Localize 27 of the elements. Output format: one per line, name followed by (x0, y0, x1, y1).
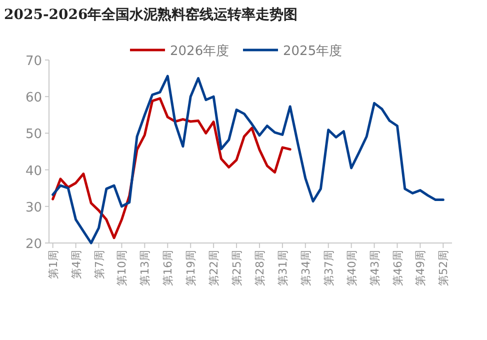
x-tick-label: 第46周 (391, 250, 404, 286)
y-tick-label: 40 (25, 164, 42, 179)
y-tick-label: 50 (25, 127, 42, 142)
y-tick-label: 60 (25, 90, 42, 106)
y-tick-label: 20 (25, 237, 42, 252)
x-tick-label: 第4周 (70, 250, 83, 279)
x-tick-label: 第16周 (162, 250, 175, 286)
x-tick-label: 第13周 (138, 250, 152, 286)
x-tick-label: 第28周 (253, 250, 266, 286)
x-tick-label: 第31周 (276, 250, 290, 286)
legend-label: 2026年度 (170, 43, 230, 59)
y-tick-label: 30 (25, 200, 42, 216)
legend-label: 2025年度 (283, 43, 342, 59)
x-tick-label: 第19周 (184, 250, 198, 286)
x-tick-label: 第40周 (345, 250, 358, 286)
x-tick-label: 第52周 (437, 250, 450, 286)
x-tick-label: 第49周 (414, 250, 428, 286)
x-tick-label: 第34周 (299, 250, 312, 286)
x-tick-label: 第7周 (92, 250, 106, 279)
x-tick-label: 第10周 (116, 250, 129, 286)
x-tick-label: 第43周 (368, 250, 382, 286)
x-tick-label: 第22周 (208, 250, 221, 286)
y-tick-label: 70 (25, 54, 42, 69)
x-tick-label: 第37周 (322, 250, 336, 286)
title: 2025-2026年全国水泥熟料窑线运转率走势图 (4, 7, 298, 23)
x-tick-label: 第1周 (46, 250, 60, 279)
x-tick-label: 第25周 (230, 250, 244, 286)
